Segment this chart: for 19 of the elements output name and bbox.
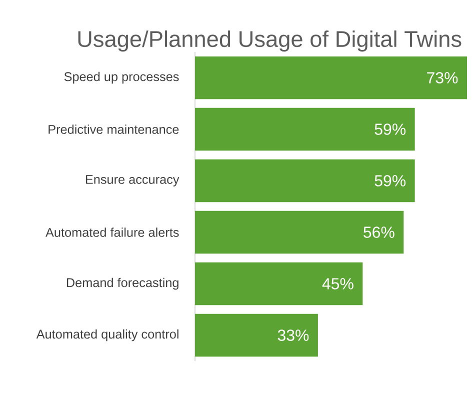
bar [195, 314, 318, 357]
data-label: 59% [374, 175, 406, 186]
y-tick-label: Ensure accuracy [86, 175, 180, 186]
y-tick-label: Automated failure alerts [46, 228, 179, 237]
bar [195, 56, 467, 100]
bar [195, 108, 415, 151]
y-tick-label: Automated quality control [36, 329, 178, 342]
bar [195, 262, 363, 306]
y-tick-label: Predictive maintenance [48, 124, 179, 134]
y-tick-label: Demand forecasting [66, 278, 178, 290]
y-tick-label: Speed up processes [64, 72, 179, 84]
chart-title: Usage/Planned Usage of Digital Twins [78, 30, 462, 52]
data-label: 56% [364, 226, 394, 238]
data-label: 33% [278, 330, 309, 341]
bar [195, 210, 404, 254]
data-label: 45% [322, 278, 354, 290]
bar [195, 159, 415, 202]
data-label: 73% [427, 72, 458, 84]
data-label: 59% [374, 124, 406, 135]
